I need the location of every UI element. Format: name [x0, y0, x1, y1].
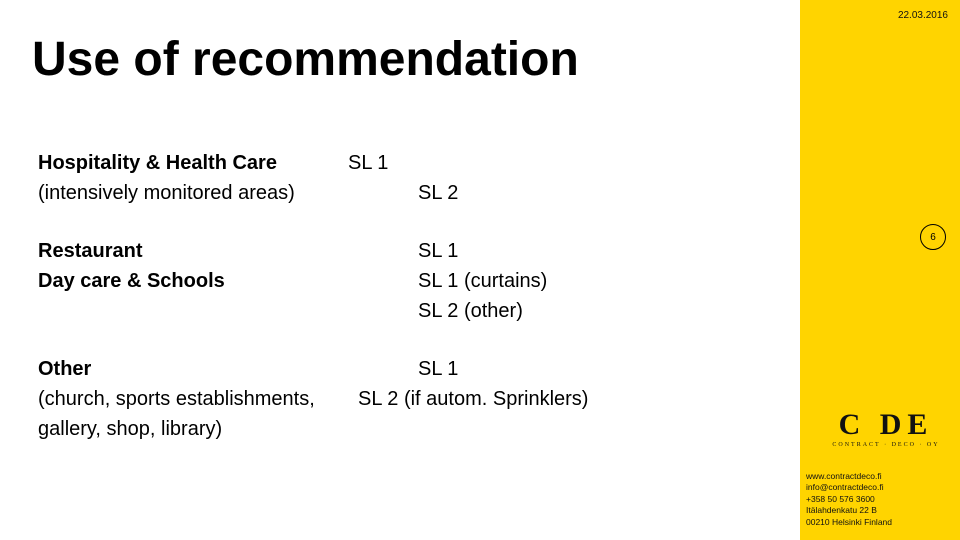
label-hospitality: Hospitality & Health Care	[38, 148, 348, 178]
slide-title: Use of recommendation	[32, 32, 579, 87]
page-number-badge: 6	[920, 224, 946, 250]
row-other-2: (church, sports establishments, SL 2 (if…	[38, 384, 778, 414]
logo-mark: C DE	[826, 410, 946, 440]
row-restaurant: Restaurant SL 1	[38, 236, 778, 266]
logo: C DE CONTRACT · DECO · OY	[826, 410, 946, 448]
contact-web: www.contractdeco.fi	[806, 471, 946, 482]
cell-s1-sl1: SL 1	[348, 148, 418, 178]
page-number: 6	[930, 232, 936, 243]
body-content: Hospitality & Health Care SL 1 (intensiv…	[38, 148, 778, 444]
contact-block: www.contractdeco.fi info@contractdeco.fi…	[806, 471, 946, 528]
label-restaurant: Restaurant	[38, 236, 348, 266]
cell-s3-sl2: SL 2 (if autom. Sprinklers)	[358, 384, 718, 414]
logo-subtext: CONTRACT · DECO · OY	[826, 442, 946, 448]
sidebar: 22.03.2016 6 C DE CONTRACT · DECO · OY w…	[800, 0, 960, 540]
slide: Use of recommendation Hospitality & Heal…	[0, 0, 960, 540]
cell-s2-sl2-other: SL 2 (other)	[418, 296, 778, 326]
row-other-1: Other SL 1	[38, 354, 778, 384]
label-other: Other	[38, 354, 348, 384]
date: 22.03.2016	[898, 10, 948, 21]
row-hospitality-2: (intensively monitored areas) SL 2	[38, 178, 778, 208]
contact-phone: +358 50 576 3600	[806, 494, 946, 505]
contact-email: info@contractdeco.fi	[806, 482, 946, 493]
contact-addr1: Itälahdenkatu 22 B	[806, 505, 946, 516]
spacer	[38, 208, 778, 236]
row-daycare-2: SL 2 (other)	[38, 296, 778, 326]
page-number-ring: 6	[920, 224, 946, 250]
label-other-sub1: (church, sports establishments,	[38, 384, 348, 414]
cell-s1-sl2: SL 2	[418, 178, 778, 208]
row-other-3: gallery, shop, library)	[38, 414, 778, 444]
main-area: Use of recommendation Hospitality & Heal…	[0, 0, 800, 540]
label-daycare: Day care & Schools	[38, 266, 348, 296]
contact-addr2: 00210 Helsinki Finland	[806, 517, 946, 528]
cell-s3-sl1: SL 1	[418, 354, 778, 384]
label-other-sub2: gallery, shop, library)	[38, 414, 348, 444]
cell-s2-sl1: SL 1	[418, 236, 778, 266]
row-hospitality-1: Hospitality & Health Care SL 1	[38, 148, 778, 178]
cell-s2-sl1-curtains: SL 1 (curtains)	[418, 266, 778, 296]
row-daycare: Day care & Schools SL 1 (curtains)	[38, 266, 778, 296]
spacer	[38, 326, 778, 354]
label-hospitality-sub: (intensively monitored areas)	[38, 178, 348, 208]
